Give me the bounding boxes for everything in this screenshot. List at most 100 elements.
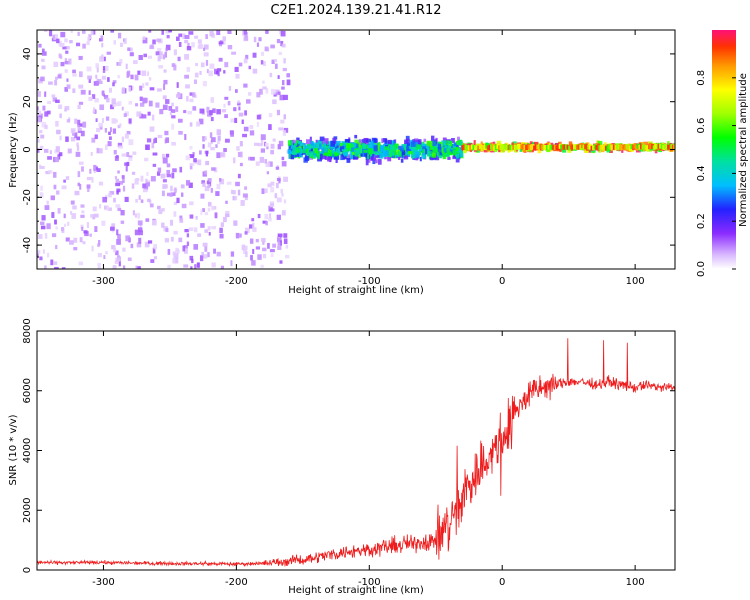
spectrogram-cell	[281, 193, 284, 197]
spectrogram-cell	[171, 141, 177, 146]
spectrogram-cell	[77, 31, 80, 36]
spectrogram-cell	[202, 242, 208, 247]
spectrogram-cell	[606, 145, 610, 151]
spectrogram-cell	[420, 144, 424, 149]
spectrogram-cell	[421, 153, 426, 159]
spectrogram-cell	[288, 144, 293, 150]
spectrogram-cell	[99, 125, 103, 130]
spectrogram-cell	[382, 150, 386, 155]
spectrogram-cell	[74, 190, 80, 196]
spectrogram-cell	[169, 192, 173, 197]
spectrogram-cell	[81, 226, 84, 231]
spectrogram-cell	[389, 148, 395, 152]
spectrogram-cell	[459, 152, 464, 157]
spectrogram-cell	[216, 30, 221, 36]
spectrogram-cell	[77, 127, 82, 131]
spectrogram-cell	[58, 53, 62, 58]
spectrogram-cell	[542, 145, 546, 151]
spectrogram-cell	[173, 230, 178, 235]
spectrogram-cell	[44, 91, 47, 97]
spectrogram-cell	[324, 154, 327, 160]
spectrogram-cell	[157, 56, 161, 62]
spectrogram-cell	[46, 200, 49, 205]
spectrogram-cell	[368, 144, 373, 148]
spectrogram-cell	[266, 171, 270, 175]
spectrogram-cell	[216, 183, 221, 190]
spectrogram-cell	[249, 224, 254, 229]
spectrogram-cell	[128, 118, 132, 124]
spectrogram-cell	[262, 220, 267, 224]
spectrogram-cell	[275, 166, 280, 170]
spectrogram-cell	[300, 153, 303, 158]
spectrogram-cell	[265, 30, 269, 34]
spectrogram-cell	[247, 92, 252, 96]
spectrogram-cell	[253, 36, 257, 43]
spectrogram-cell	[79, 184, 82, 190]
spectrogram-cell	[152, 39, 156, 45]
spectrogram-cell	[142, 188, 148, 193]
spectrogram-cell	[150, 176, 156, 182]
spectrogram-cell	[171, 102, 174, 107]
spectrogram-y-label: Frequency (Hz)	[8, 112, 19, 188]
spectrogram-cell	[210, 140, 213, 144]
spectrogram-cell	[184, 228, 189, 233]
spectrogram-cell	[138, 230, 143, 236]
spectrogram-cell	[195, 62, 198, 67]
spectrogram-cell	[297, 143, 300, 147]
spectrogram-cell	[90, 152, 93, 156]
spectrogram-cell	[89, 233, 92, 237]
spectrogram-cell	[59, 42, 65, 47]
spectrogram-cell	[182, 33, 186, 39]
spectrogram-cell	[40, 76, 45, 82]
spectrogram-cell	[116, 188, 121, 193]
y-tick-label: -20	[22, 189, 33, 205]
spectrogram-cell	[70, 210, 73, 215]
snr-series-line	[37, 338, 675, 568]
spectrogram-cell	[210, 226, 216, 230]
spectrogram-cell	[59, 113, 62, 119]
spectrogram-cell	[209, 63, 215, 69]
spectrogram-cell	[170, 185, 173, 192]
spectrogram-cell	[152, 219, 157, 226]
spectrogram-cell	[202, 144, 205, 149]
spectrogram-cell	[660, 144, 664, 150]
spectrogram-cell	[189, 255, 194, 261]
spectrogram-cell	[235, 232, 240, 239]
spectrogram-cell	[186, 241, 190, 247]
snr-marks	[37, 338, 675, 568]
spectrogram-cell	[182, 245, 186, 252]
spectrogram-cell	[46, 223, 51, 230]
spectrogram-cell	[124, 162, 129, 166]
spectrogram-cell	[57, 208, 61, 214]
spectrogram-cell	[593, 144, 597, 150]
spectrogram-cell	[77, 105, 81, 110]
spectrogram-cell	[641, 144, 645, 150]
spectrogram-cell	[152, 163, 157, 167]
spectrogram-cell	[38, 234, 43, 240]
spectrogram-cell	[339, 146, 345, 150]
spectrogram-cell	[193, 227, 198, 233]
spectrogram-cell	[66, 119, 71, 123]
spectrogram-cell	[39, 256, 43, 261]
spectrogram-cell	[50, 195, 55, 201]
spectrogram-cell	[101, 220, 106, 226]
spectrogram-cell	[290, 145, 296, 149]
spectrogram-cell	[265, 88, 269, 94]
spectrogram-cell	[447, 148, 451, 155]
spectrogram-cell	[431, 152, 435, 156]
spectrogram-cell	[191, 42, 195, 48]
spectrogram-cell	[434, 154, 440, 161]
spectrogram-cell	[244, 245, 248, 251]
spectrogram-cell	[616, 144, 620, 150]
spectrogram-cell	[181, 33, 184, 38]
spectrogram-cell	[137, 227, 143, 233]
spectrogram-cell	[216, 109, 221, 115]
spectrogram-cell	[474, 145, 478, 151]
spectrogram-cell	[172, 257, 177, 264]
spectrogram-cell	[147, 111, 151, 116]
spectrogram-cell	[277, 233, 283, 238]
spectrogram-cell	[208, 70, 213, 77]
spectrogram-cell	[384, 139, 387, 144]
spectrogram-cell	[39, 221, 45, 225]
spectrogram-cell	[154, 137, 158, 144]
